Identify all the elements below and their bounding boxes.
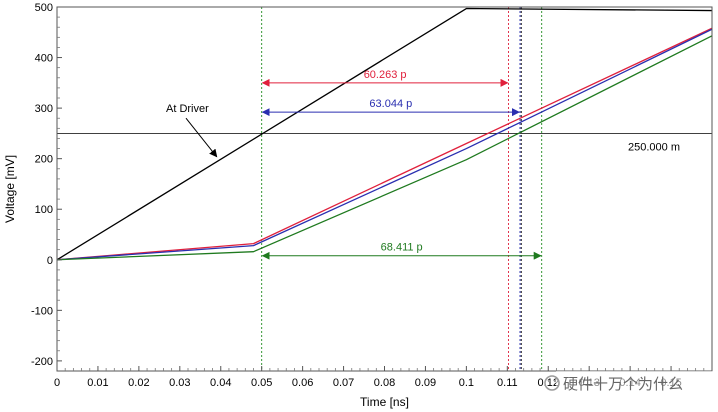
y-tick-label: 500 <box>35 2 53 14</box>
wechat-icon <box>544 375 560 391</box>
x-tick-label: 0.04 <box>210 377 231 389</box>
interval-label: 60.263 p <box>364 69 407 81</box>
y-tick-label: -100 <box>31 305 53 317</box>
watermark-backdrop <box>556 371 714 395</box>
x-axis-label: Time [ns] <box>360 395 409 409</box>
x-tick-label: 0.03 <box>169 377 190 389</box>
x-tick-label: 0.06 <box>292 377 313 389</box>
threshold-label: 250.000 m <box>628 141 680 153</box>
x-tick-label: 0.05 <box>251 377 272 389</box>
x-tick-label: 0.09 <box>415 377 436 389</box>
x-tick-label: 0 <box>54 377 60 389</box>
y-tick-label: -200 <box>31 356 53 368</box>
wechat-icon-eye <box>553 379 557 383</box>
y-tick-label: 400 <box>35 53 53 65</box>
x-tick-label: 0.12 <box>538 377 559 389</box>
series-line <box>56 27 713 261</box>
y-tick-label: 300 <box>35 103 53 115</box>
x-tick-label: 0.1 <box>459 377 474 389</box>
plot-frame <box>56 6 713 372</box>
x-tick-label: 0.02 <box>128 377 149 389</box>
annotation-label: At Driver <box>166 103 209 115</box>
wechat-icon-eye <box>547 379 551 383</box>
x-tick-label: 0.07 <box>333 377 354 389</box>
interval-label: 63.044 p <box>369 98 412 110</box>
y-tick-label: 100 <box>35 204 53 216</box>
interval-label: 68.411 p <box>381 242 423 254</box>
y-tick-label: 200 <box>35 154 53 166</box>
x-tick-label: 0.08 <box>374 377 395 389</box>
annotation-arrow <box>185 117 218 158</box>
watermark-text: 硬件十万个为什么 <box>563 376 683 393</box>
x-tick-label: 0.01 <box>87 377 108 389</box>
series-line <box>56 35 713 261</box>
x-tick-label: 0.11 <box>497 377 518 389</box>
y-tick-label: 0 <box>47 255 53 267</box>
series-line <box>56 7 713 261</box>
series-line <box>56 28 713 261</box>
y-axis-label: Voltage [mV] <box>3 155 17 223</box>
